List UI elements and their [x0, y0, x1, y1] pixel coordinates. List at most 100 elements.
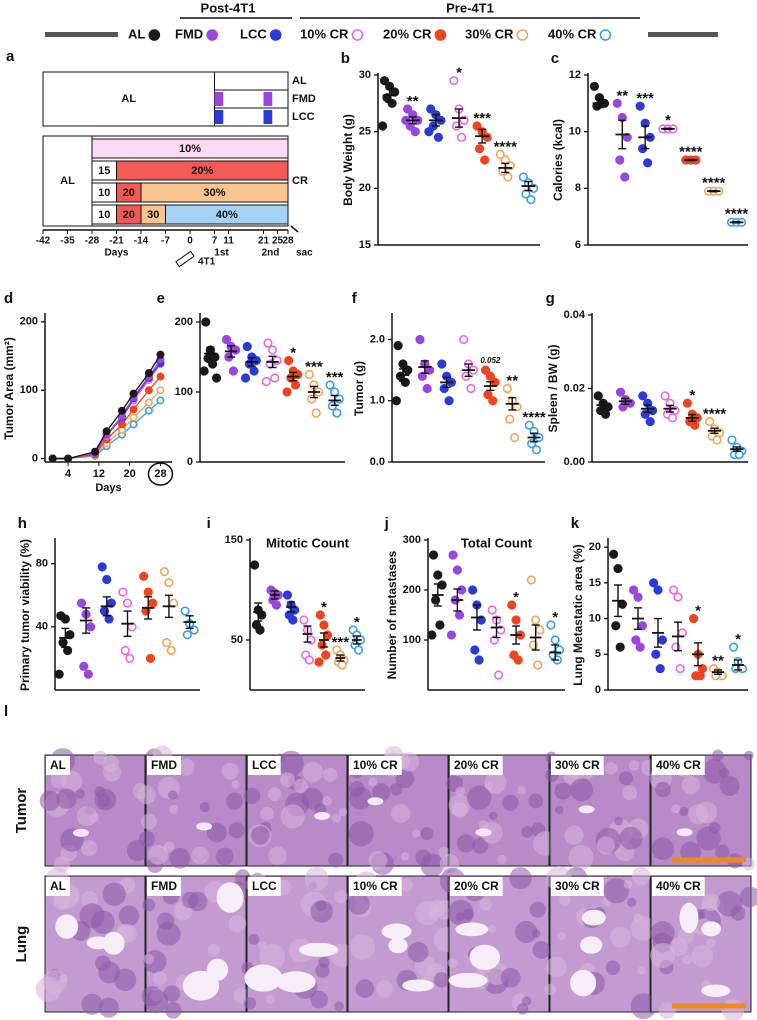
data-point — [201, 317, 211, 327]
tissue — [187, 891, 208, 912]
row — [214, 71, 289, 91]
data-point — [682, 398, 692, 408]
data-point — [139, 571, 149, 581]
data-point — [255, 625, 265, 635]
significance: * — [513, 589, 519, 606]
data-point — [379, 76, 390, 86]
panel-label: d — [4, 290, 13, 307]
block — [42, 135, 93, 227]
tissue — [596, 836, 615, 855]
data-point — [199, 366, 209, 376]
tissue — [348, 780, 365, 797]
y-tick-label: 200 — [175, 316, 193, 328]
data-point — [668, 585, 679, 595]
data-point — [712, 435, 722, 445]
data-point — [211, 373, 222, 383]
tissue — [680, 841, 702, 863]
vessel — [578, 805, 595, 814]
data-point — [299, 615, 309, 625]
data-point — [271, 600, 282, 610]
alveolus — [102, 931, 125, 955]
data-point — [546, 620, 556, 630]
error-bar — [303, 625, 312, 643]
data-point — [270, 373, 280, 383]
tissue — [279, 772, 296, 788]
significance: **** — [494, 138, 518, 155]
data-point — [129, 413, 138, 422]
segment-label: 15 — [98, 165, 110, 177]
tissue — [322, 767, 338, 782]
y-tick-label: 0 — [595, 684, 601, 696]
tissue — [433, 972, 450, 988]
significance: * — [290, 344, 296, 361]
tissue — [488, 924, 497, 933]
data-point — [117, 420, 126, 429]
error-bar — [614, 584, 622, 618]
data-point — [125, 653, 135, 664]
y-tick-label: 0.0 — [370, 456, 385, 468]
data-point — [250, 560, 260, 570]
data-point — [655, 663, 665, 674]
alveolus — [448, 972, 488, 989]
tissue — [719, 767, 730, 778]
y-tick-label: 0 — [32, 452, 38, 464]
label-box — [248, 756, 281, 775]
label-box — [349, 877, 402, 896]
data-point — [653, 585, 663, 595]
tick-label: -42 — [36, 236, 51, 247]
tissue — [140, 813, 157, 830]
tissue — [142, 898, 156, 912]
error-bar — [433, 583, 442, 607]
data-point — [145, 653, 156, 664]
tissue — [267, 787, 282, 802]
tissue — [407, 941, 429, 963]
chart-title: Total Count — [461, 535, 533, 550]
data-point — [102, 427, 111, 436]
tissue — [81, 993, 103, 1015]
tissue — [76, 806, 97, 827]
data-point — [240, 373, 251, 383]
tissue — [334, 889, 348, 904]
data-point — [242, 341, 252, 352]
tissue — [94, 788, 117, 811]
data-point — [622, 132, 632, 142]
data-point — [435, 620, 445, 630]
alveolus — [381, 923, 412, 940]
data-point — [648, 578, 659, 588]
data-point — [728, 642, 739, 652]
tissue — [489, 811, 498, 821]
y-tick-label: 1.0 — [370, 395, 385, 407]
data-point — [526, 575, 536, 585]
tissue — [630, 993, 657, 1020]
tissue — [554, 805, 564, 815]
data-point — [415, 334, 425, 345]
data-point — [148, 598, 158, 608]
data-point — [437, 359, 447, 369]
segment — [165, 204, 289, 225]
error-bar — [643, 404, 652, 414]
error-bar — [102, 596, 111, 617]
data-point — [705, 416, 715, 427]
data-point — [502, 383, 513, 394]
alveolus — [402, 979, 435, 992]
image-label: AL — [50, 758, 66, 772]
y-tick-label: 300 — [403, 534, 421, 546]
panel-label: h — [18, 515, 27, 532]
data-point — [628, 585, 639, 595]
data-point — [231, 345, 241, 355]
chart-title: Mitotic Count — [266, 535, 350, 550]
vessel — [314, 811, 331, 820]
tissue — [478, 820, 489, 830]
legend-label: 20% CR — [383, 26, 432, 41]
error-bar — [254, 602, 263, 622]
tissue — [103, 763, 122, 782]
image-label: 20% CR — [454, 758, 499, 772]
data-point — [315, 610, 325, 620]
label-box — [46, 877, 70, 896]
panel-label: l — [4, 703, 8, 720]
significance: **** — [522, 409, 546, 426]
segment-label: 40% — [216, 209, 238, 221]
legend-header: Pre-4T1 — [446, 0, 494, 15]
data-point — [417, 371, 427, 381]
error-bar — [694, 642, 702, 667]
